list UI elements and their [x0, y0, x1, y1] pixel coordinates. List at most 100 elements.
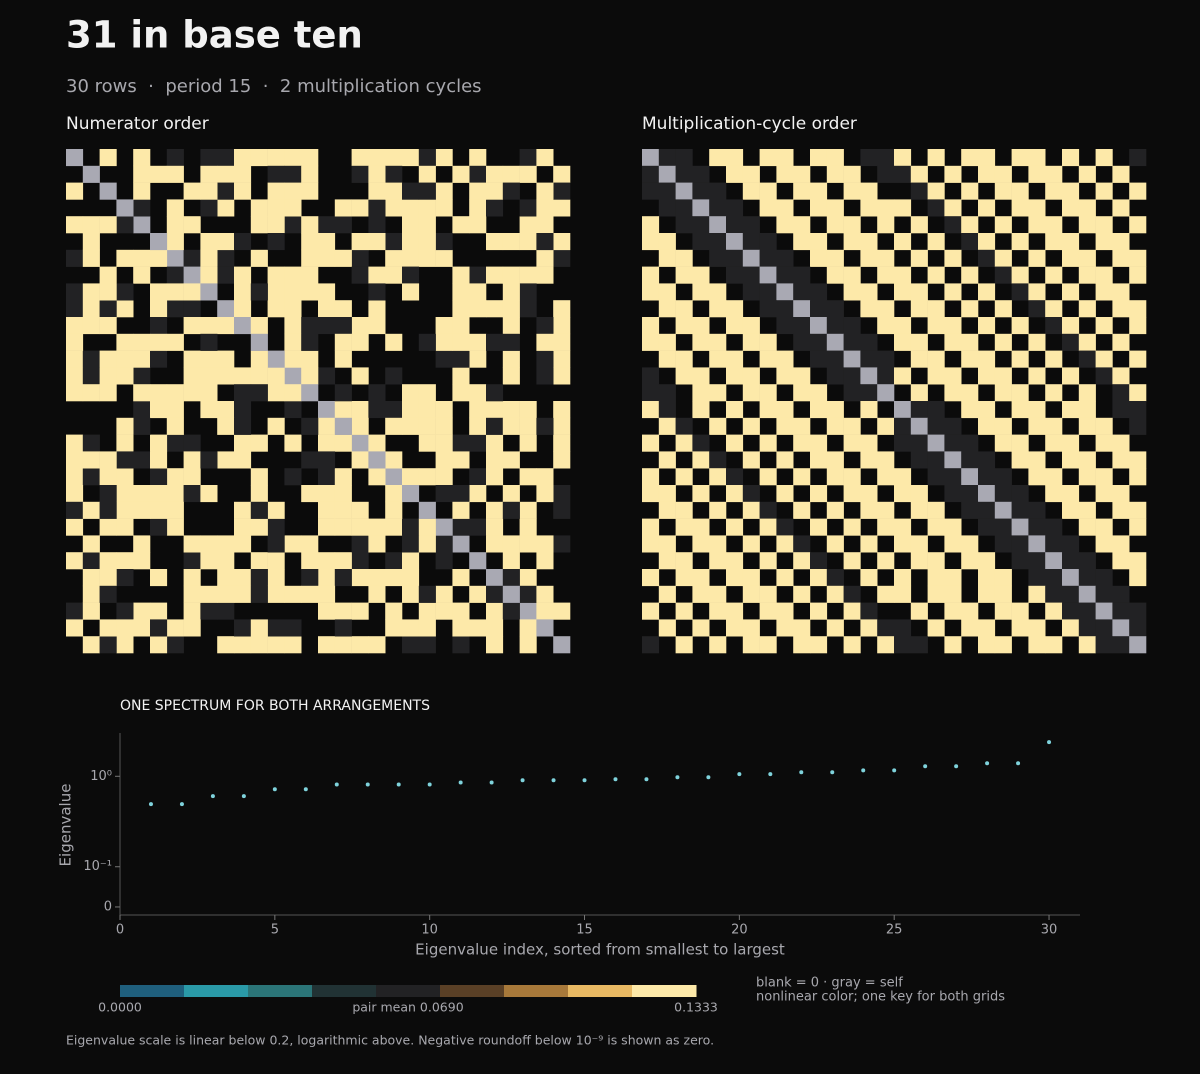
grid-cell: [709, 249, 727, 267]
grid-cell: [284, 333, 302, 351]
grid-cell: [82, 585, 100, 603]
grid-cell: [675, 552, 693, 570]
grid-cell: [961, 451, 979, 469]
grid-cell: [1078, 300, 1096, 318]
grid-cell: [284, 350, 302, 368]
grid-cell: [978, 417, 996, 435]
grid-cell: [486, 182, 504, 200]
self-cell: [1112, 619, 1130, 637]
eigenvalue-point: [799, 770, 804, 775]
grid-cell: [927, 501, 945, 519]
grid-cell: [843, 417, 861, 435]
colorbar-segment: [248, 985, 313, 997]
grid-cell: [709, 283, 727, 301]
grid-cell: [334, 552, 352, 570]
x-tick-label: 30: [1041, 923, 1058, 938]
grid-cell: [1095, 468, 1113, 486]
grid-cell: [116, 552, 134, 570]
grid-cell: [250, 434, 268, 452]
grid-cell: [82, 602, 100, 620]
grid-cell: [894, 485, 912, 503]
grid-cell: [418, 249, 436, 267]
grid-cell: [334, 468, 352, 486]
grid-cell: [1011, 485, 1029, 503]
grid-cell: [284, 149, 302, 167]
eigenvalue-point: [148, 802, 153, 807]
grid-cell: [435, 249, 453, 267]
grid-cell: [810, 434, 828, 452]
grid-cell: [726, 468, 744, 486]
grid-cell: [843, 233, 861, 251]
grid-cell: [351, 199, 369, 217]
grid-cell: [877, 300, 895, 318]
grid-cell: [435, 350, 453, 368]
grid-cell: [826, 501, 844, 519]
grid-cell: [978, 585, 996, 603]
grid-cell: [334, 518, 352, 536]
grid-cell: [658, 501, 676, 519]
grid-cell: [82, 216, 100, 234]
grid-cell: [709, 350, 727, 368]
grid-cell: [469, 468, 487, 486]
grid-cell: [658, 401, 676, 419]
grid-cell: [318, 602, 336, 620]
grid-cell: [675, 518, 693, 536]
grid-cell: [116, 283, 134, 301]
grid-cell: [217, 149, 235, 167]
grid-cell: [502, 569, 520, 587]
grid-cell: [726, 249, 744, 267]
grid-cell: [1095, 317, 1113, 335]
grid-cell: [978, 451, 996, 469]
grid-cell: [519, 417, 537, 435]
grid-cell: [1045, 585, 1063, 603]
grid-cell: [1078, 552, 1096, 570]
grid-cell: [776, 199, 794, 217]
grid-title: Numerator order: [66, 114, 209, 134]
grid-cell: [318, 283, 336, 301]
grid-cell: [709, 585, 727, 603]
grid-cell: [910, 501, 928, 519]
grid-cell: [1011, 619, 1029, 637]
grid-cell: [200, 165, 218, 183]
grid-cell: [692, 233, 710, 251]
self-cell: [927, 434, 945, 452]
grid-cell: [166, 266, 184, 284]
grid-cell: [1045, 165, 1063, 183]
grid-cell: [502, 333, 520, 351]
grid-cell: [133, 535, 151, 553]
grid-cell: [334, 249, 352, 267]
grid-cell: [642, 602, 660, 620]
grid-cell: [877, 451, 895, 469]
grid-cell: [217, 585, 235, 603]
grid-cell: [452, 165, 470, 183]
eigenvalue-point: [861, 768, 866, 773]
grid-cell: [1045, 417, 1063, 435]
grid-cell: [402, 636, 420, 654]
grid-cell: [1078, 401, 1096, 419]
grid-cell: [1129, 317, 1147, 335]
grid-cell: [66, 384, 84, 402]
grid-cell: [658, 333, 676, 351]
grid-cell: [810, 199, 828, 217]
grid-cell: [910, 216, 928, 234]
grid-cell: [385, 485, 403, 503]
grid-cell: [519, 585, 537, 603]
grid-cell: [1045, 569, 1063, 587]
grid-cell: [301, 333, 319, 351]
grid-cell: [692, 333, 710, 351]
grid-cell: [318, 518, 336, 536]
grid-cell: [200, 149, 218, 167]
grid-cell: [776, 518, 794, 536]
self-cell: [961, 468, 979, 486]
grid-cell: [469, 384, 487, 402]
grid-cell: [1045, 182, 1063, 200]
grid-cell: [452, 384, 470, 402]
grid-cell: [642, 233, 660, 251]
eigenvalue-point: [675, 775, 680, 780]
grid-cell: [994, 216, 1012, 234]
grid-cell: [877, 165, 895, 183]
grid-cell: [675, 367, 693, 385]
grid-cell: [536, 182, 554, 200]
grid-cell: [502, 266, 520, 284]
self-cell: [793, 300, 811, 318]
